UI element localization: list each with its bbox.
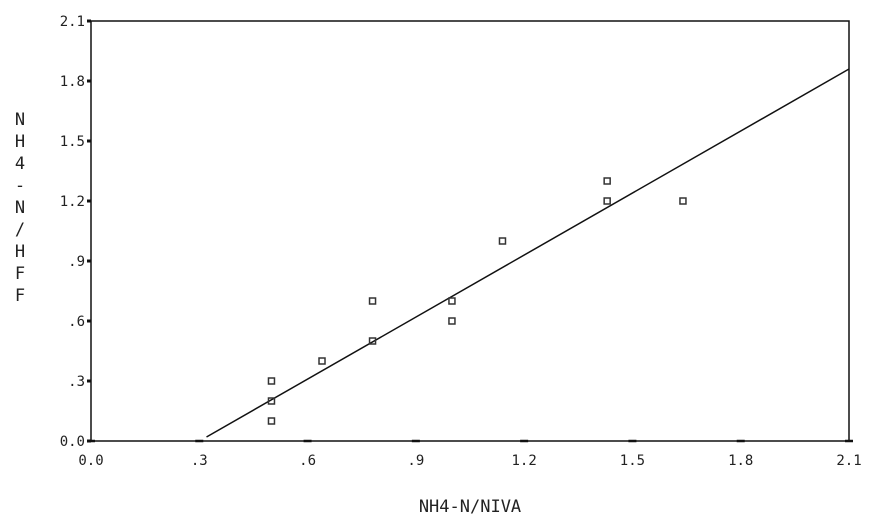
data-point (448, 317, 456, 325)
plot-frame (90, 20, 850, 442)
data-point (267, 417, 276, 425)
x-tick-label: .9 (407, 453, 424, 469)
data-point (368, 297, 377, 305)
data-point (267, 397, 276, 405)
x-axis-title: NH4-N/NIVA (419, 497, 521, 517)
data-point (368, 337, 377, 345)
x-tick-label: 1.8 (728, 453, 753, 469)
y-tick-label: .6 (68, 314, 85, 330)
regression-line (206, 68, 850, 438)
y-tick-label: .9 (68, 254, 85, 270)
data-point (498, 237, 507, 245)
data-point (603, 197, 611, 205)
y-tick-label: 1.2 (60, 194, 85, 210)
data-point (318, 357, 326, 365)
data-point (448, 297, 456, 305)
data-point (679, 197, 687, 205)
y-tick-label: 1.8 (60, 74, 85, 90)
data-point (267, 377, 276, 385)
y-tick-label: 0.0 (60, 434, 85, 450)
x-tick-label: .3 (191, 453, 208, 469)
x-tick-label: .6 (299, 453, 316, 469)
x-tick-label: 1.2 (511, 453, 536, 469)
x-tick-label: 2.1 (836, 453, 861, 469)
y-tick-label: .3 (68, 374, 85, 390)
x-tick-label: 1.5 (620, 453, 645, 469)
data-point (603, 177, 611, 185)
y-tick-label: 1.5 (60, 134, 85, 150)
x-tick-label: 0.0 (78, 453, 103, 469)
y-tick-label: 2.1 (60, 14, 85, 30)
y-axis-title: N H 4 -N / H F F (15, 110, 25, 306)
